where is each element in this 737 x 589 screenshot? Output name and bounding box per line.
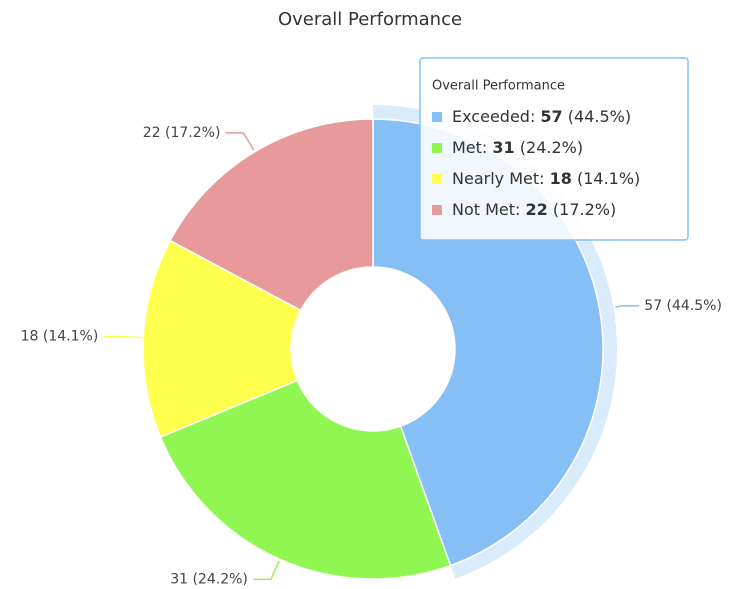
slice xyxy=(159,379,452,580)
tooltip-swatch xyxy=(432,174,442,184)
tooltip-value: 22 xyxy=(526,200,548,219)
tooltip-sep: : xyxy=(515,200,525,219)
tooltip-title: Overall Performance xyxy=(432,79,565,94)
tooltip-item: Exceeded: 57 (44.5%) xyxy=(452,107,631,126)
tooltip-percent: (17.2%) xyxy=(553,200,616,219)
label-connector xyxy=(252,560,280,581)
tooltip-swatch xyxy=(432,143,442,153)
tooltip-item: Not Met: 22 (17.2%) xyxy=(452,200,616,219)
label-connector xyxy=(615,305,640,308)
data-label: 57 (44.5%) xyxy=(644,298,722,314)
tooltip-sep: : xyxy=(482,138,492,157)
label-connector xyxy=(103,335,142,339)
tooltip-value: 31 xyxy=(492,138,514,157)
tooltip-sep: : xyxy=(539,169,549,188)
tooltip-swatch xyxy=(432,205,442,215)
tooltip-percent: (14.1%) xyxy=(577,169,640,188)
tooltip-category: Nearly Met xyxy=(452,169,539,188)
tooltip-sep: : xyxy=(530,107,540,126)
tooltip-swatch xyxy=(432,112,442,122)
data-label: 22 (17.2%) xyxy=(143,125,221,141)
tooltip-category: Not Met xyxy=(452,200,515,219)
tooltip-value: 18 xyxy=(550,169,572,188)
tooltip-box xyxy=(419,57,689,241)
tooltip-percent: (44.5%) xyxy=(568,107,631,126)
data-label: 31 (24.2%) xyxy=(170,571,248,587)
chart-title: Overall Performance xyxy=(278,9,462,30)
tooltip-item: Nearly Met: 18 (14.1%) xyxy=(452,169,640,188)
label-connector xyxy=(225,132,255,151)
tooltip-percent: (24.2%) xyxy=(520,138,583,157)
slice xyxy=(169,118,374,312)
tooltip-item: Met: 31 (24.2%) xyxy=(452,138,583,157)
tooltip-value: 57 xyxy=(540,107,562,126)
tooltip: Overall Performance Exceeded: 57 (44.5%) M… xyxy=(419,57,689,241)
tooltip-category: Met xyxy=(452,138,482,157)
data-label: 18 (14.1%) xyxy=(21,329,99,345)
tooltip-category: Exceeded xyxy=(452,107,530,126)
